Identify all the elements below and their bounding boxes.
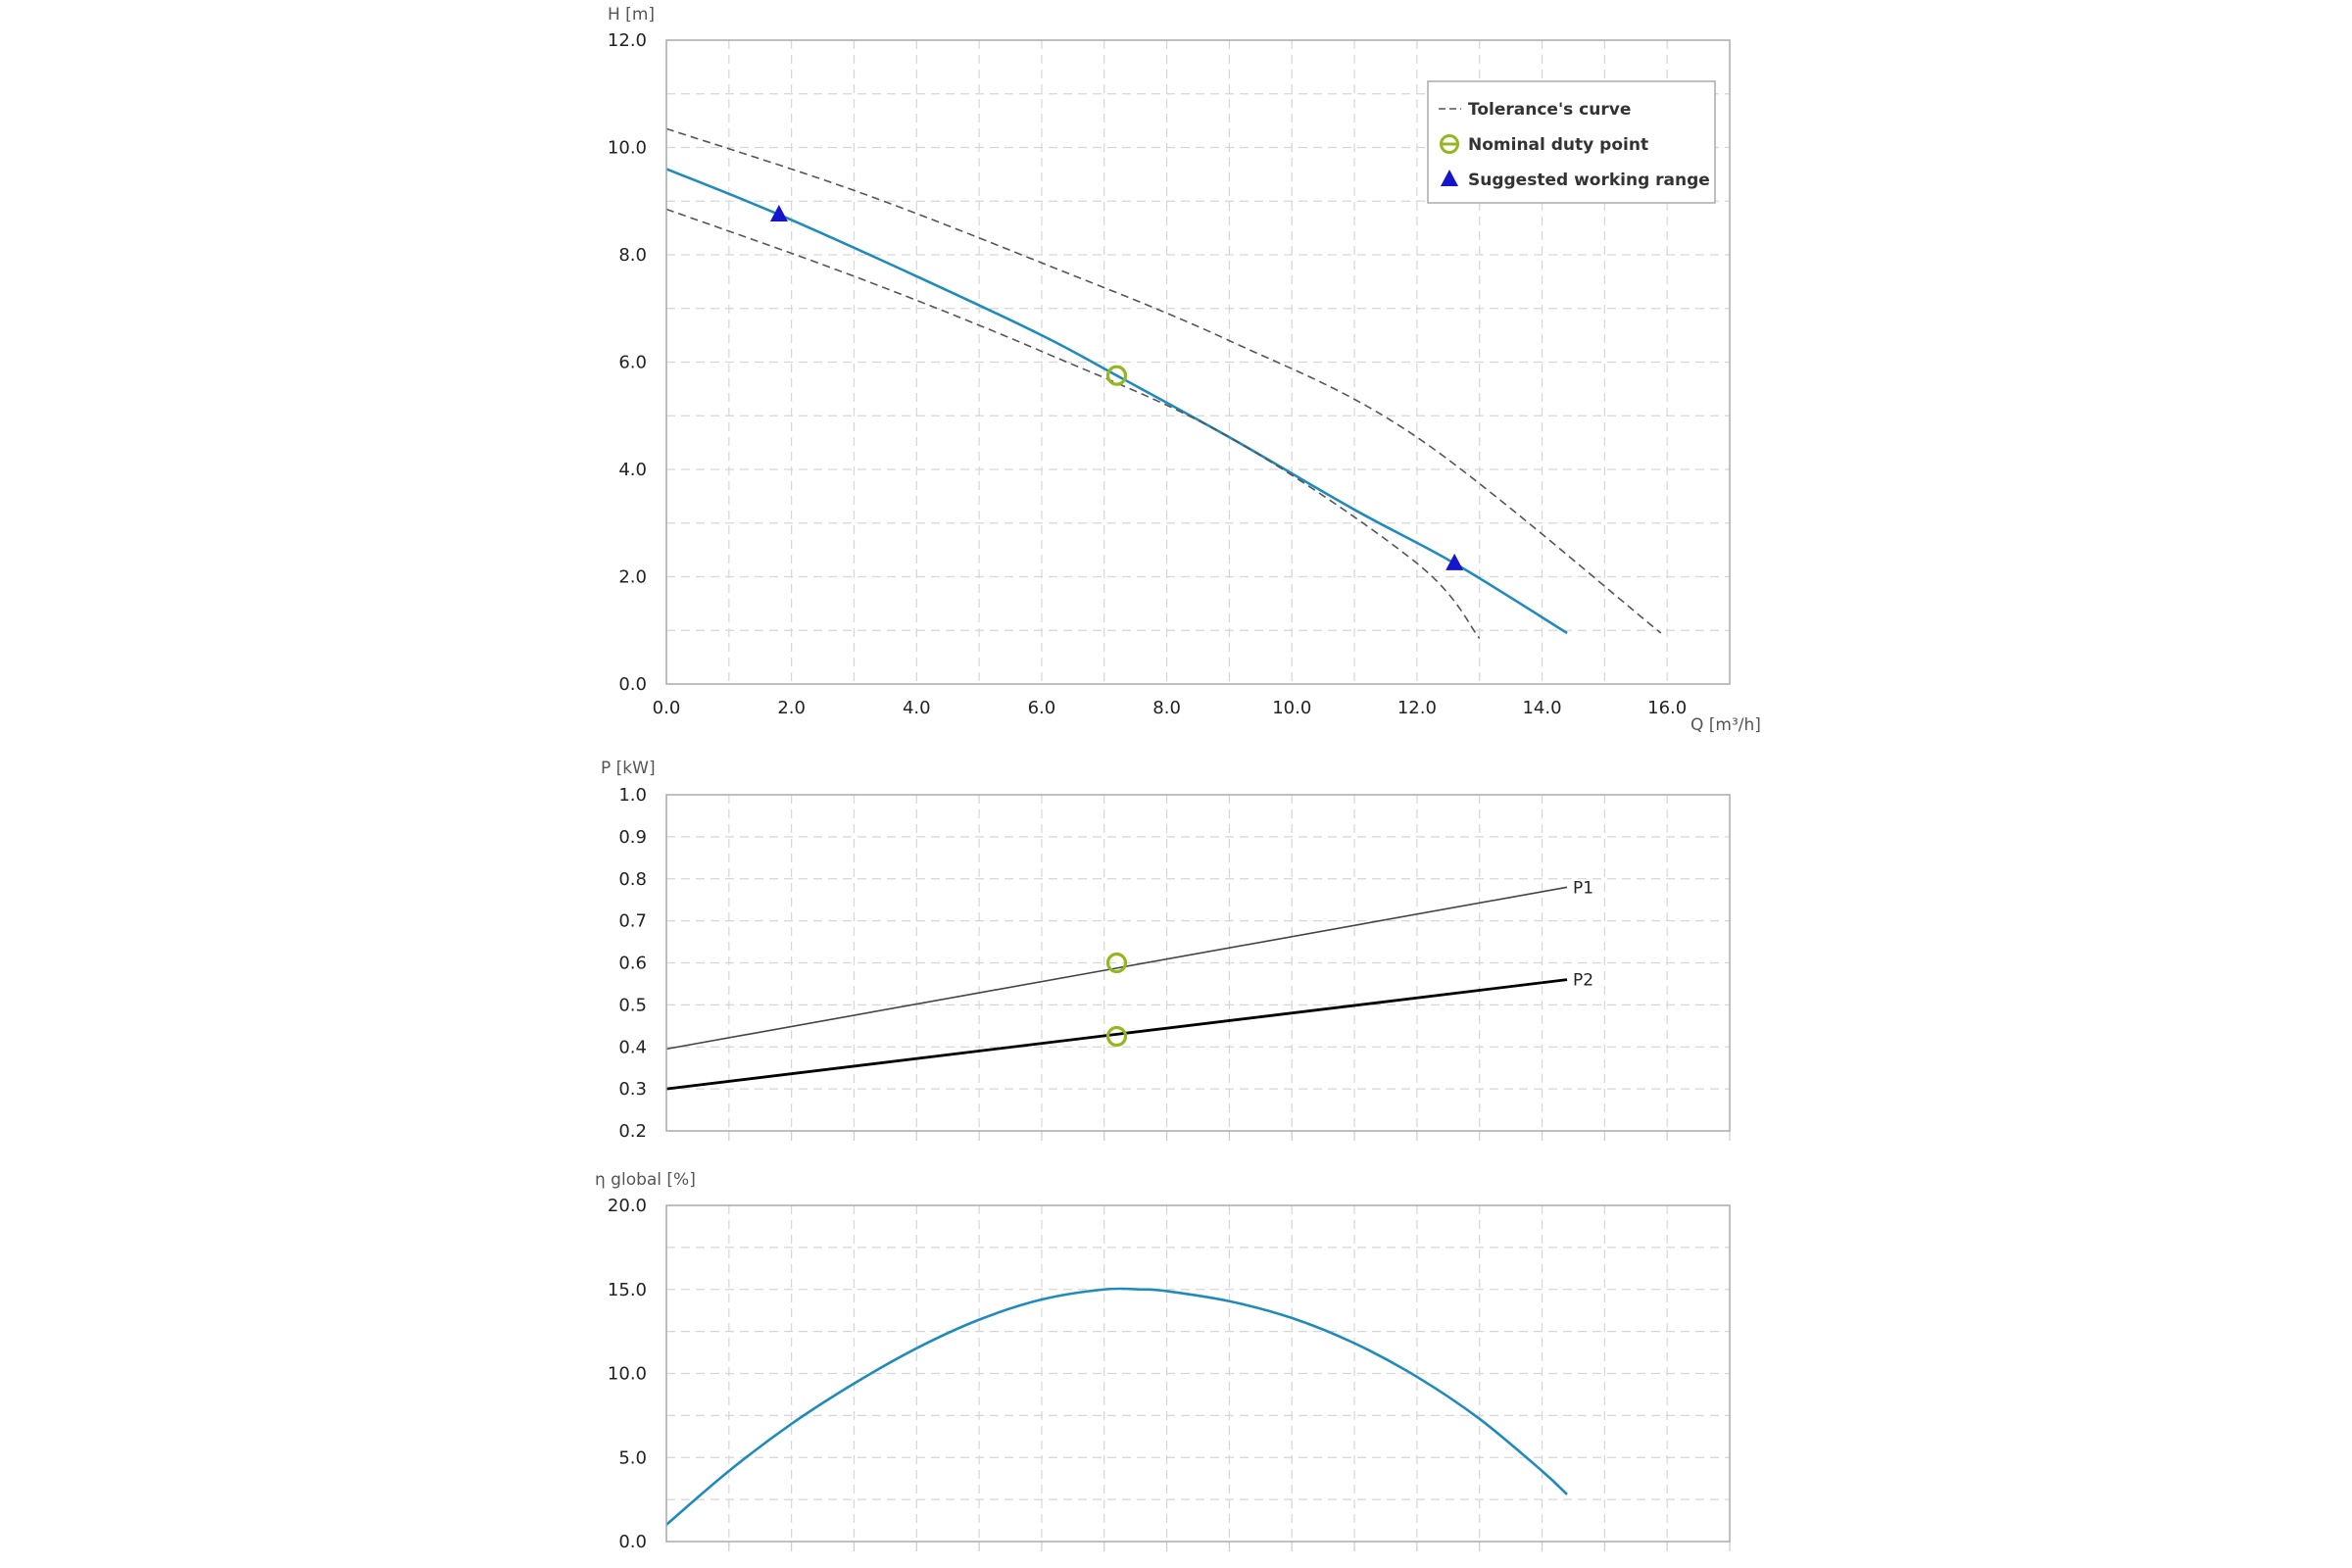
power-axis-title: P [kW] — [601, 759, 656, 778]
y-tick-label: 20.0 — [608, 1196, 647, 1216]
performance-curve — [665, 168, 1568, 635]
x-tick-label: 16.0 — [1647, 698, 1687, 718]
nominal-duty-point — [1105, 952, 1128, 974]
x-tick-label: 8.0 — [1152, 698, 1181, 718]
y-tick-label: 10.0 — [608, 1364, 647, 1385]
legend-tolerance-label: Tolerance's curve — [1468, 100, 1631, 120]
legend-duty-swatch — [1440, 134, 1459, 154]
power-plot-frame — [665, 794, 1731, 1132]
y-tick-label: 4.0 — [618, 460, 647, 480]
y-tick-label: 0.7 — [618, 911, 647, 932]
x-tick-label: 4.0 — [903, 698, 931, 718]
y-tick-label: 0.3 — [618, 1079, 647, 1100]
x-tick-label: 2.0 — [777, 698, 806, 718]
head-axis-title: H [m] — [608, 5, 655, 24]
legend-range-label: Suggested working range — [1468, 171, 1710, 190]
legend: Tolerance's curve Nominal duty point Sug… — [1427, 80, 1716, 204]
x-tick-label: 14.0 — [1522, 698, 1561, 718]
y-tick-label: 0.8 — [618, 869, 647, 890]
y-tick-label: 10.0 — [608, 138, 647, 159]
y-tick-label: 15.0 — [608, 1280, 647, 1300]
y-tick-label: 0.5 — [618, 995, 647, 1015]
y-tick-label: 6.0 — [618, 353, 647, 373]
y-tick-label: 0.0 — [618, 1532, 647, 1552]
series-label-p1: P1 — [1573, 878, 1593, 898]
tolerance-curve — [665, 208, 1481, 639]
y-tick-label: 0.9 — [618, 827, 647, 848]
x-tick-label: 6.0 — [1028, 698, 1056, 718]
p2-curve — [665, 978, 1568, 1091]
x-tick-label: 0.0 — [653, 698, 681, 718]
y-tick-label: 0.4 — [618, 1037, 647, 1057]
efficiency-axis-title: η global [%] — [595, 1170, 696, 1190]
working-range-marker — [769, 204, 788, 221]
head-plot-frame — [665, 39, 1731, 685]
x-tick-label: 10.0 — [1272, 698, 1311, 718]
flow-axis-title: Q [m³/h] — [1690, 715, 1761, 735]
y-tick-label: 5.0 — [618, 1447, 647, 1468]
y-tick-label: 0.2 — [618, 1121, 647, 1142]
y-tick-label: 8.0 — [618, 245, 647, 266]
power-chart: P1 P2 0.2 0.3 0.4 0.5 0.6 0.7 0.8 0.9 1.0 P [kW] — [601, 759, 1731, 1142]
y-tick-label: 1.0 — [618, 785, 647, 806]
tolerance-curve — [665, 127, 1662, 634]
nominal-duty-point — [1105, 1025, 1128, 1048]
legend-range-swatch — [1441, 170, 1458, 186]
legend-box — [1427, 80, 1716, 204]
head-flow-chart: 0.0 2.0 4.0 6.0 8.0 10.0 12.0 0.0 2.0 4.0 6.0 8.0 10… — [608, 5, 1761, 735]
y-tick-label: 12.0 — [608, 30, 647, 51]
legend-duty-label: Nominal duty point — [1468, 135, 1648, 155]
efficiency-chart: 0.0 5.0 10.0 15.0 20.0 η global [%] — [595, 1170, 1731, 1552]
efficiency-plot-frame — [665, 1204, 1731, 1543]
p1-curve — [665, 886, 1568, 1051]
nominal-duty-point — [1105, 365, 1128, 386]
x-tick-label: 12.0 — [1397, 698, 1437, 718]
series-label-p2: P2 — [1573, 971, 1593, 991]
y-tick-label: 2.0 — [618, 567, 647, 588]
working-range-marker — [1446, 553, 1464, 570]
y-tick-label: 0.0 — [618, 674, 647, 695]
y-tick-label: 0.6 — [618, 954, 647, 974]
efficiency-curve — [665, 1287, 1568, 1526]
